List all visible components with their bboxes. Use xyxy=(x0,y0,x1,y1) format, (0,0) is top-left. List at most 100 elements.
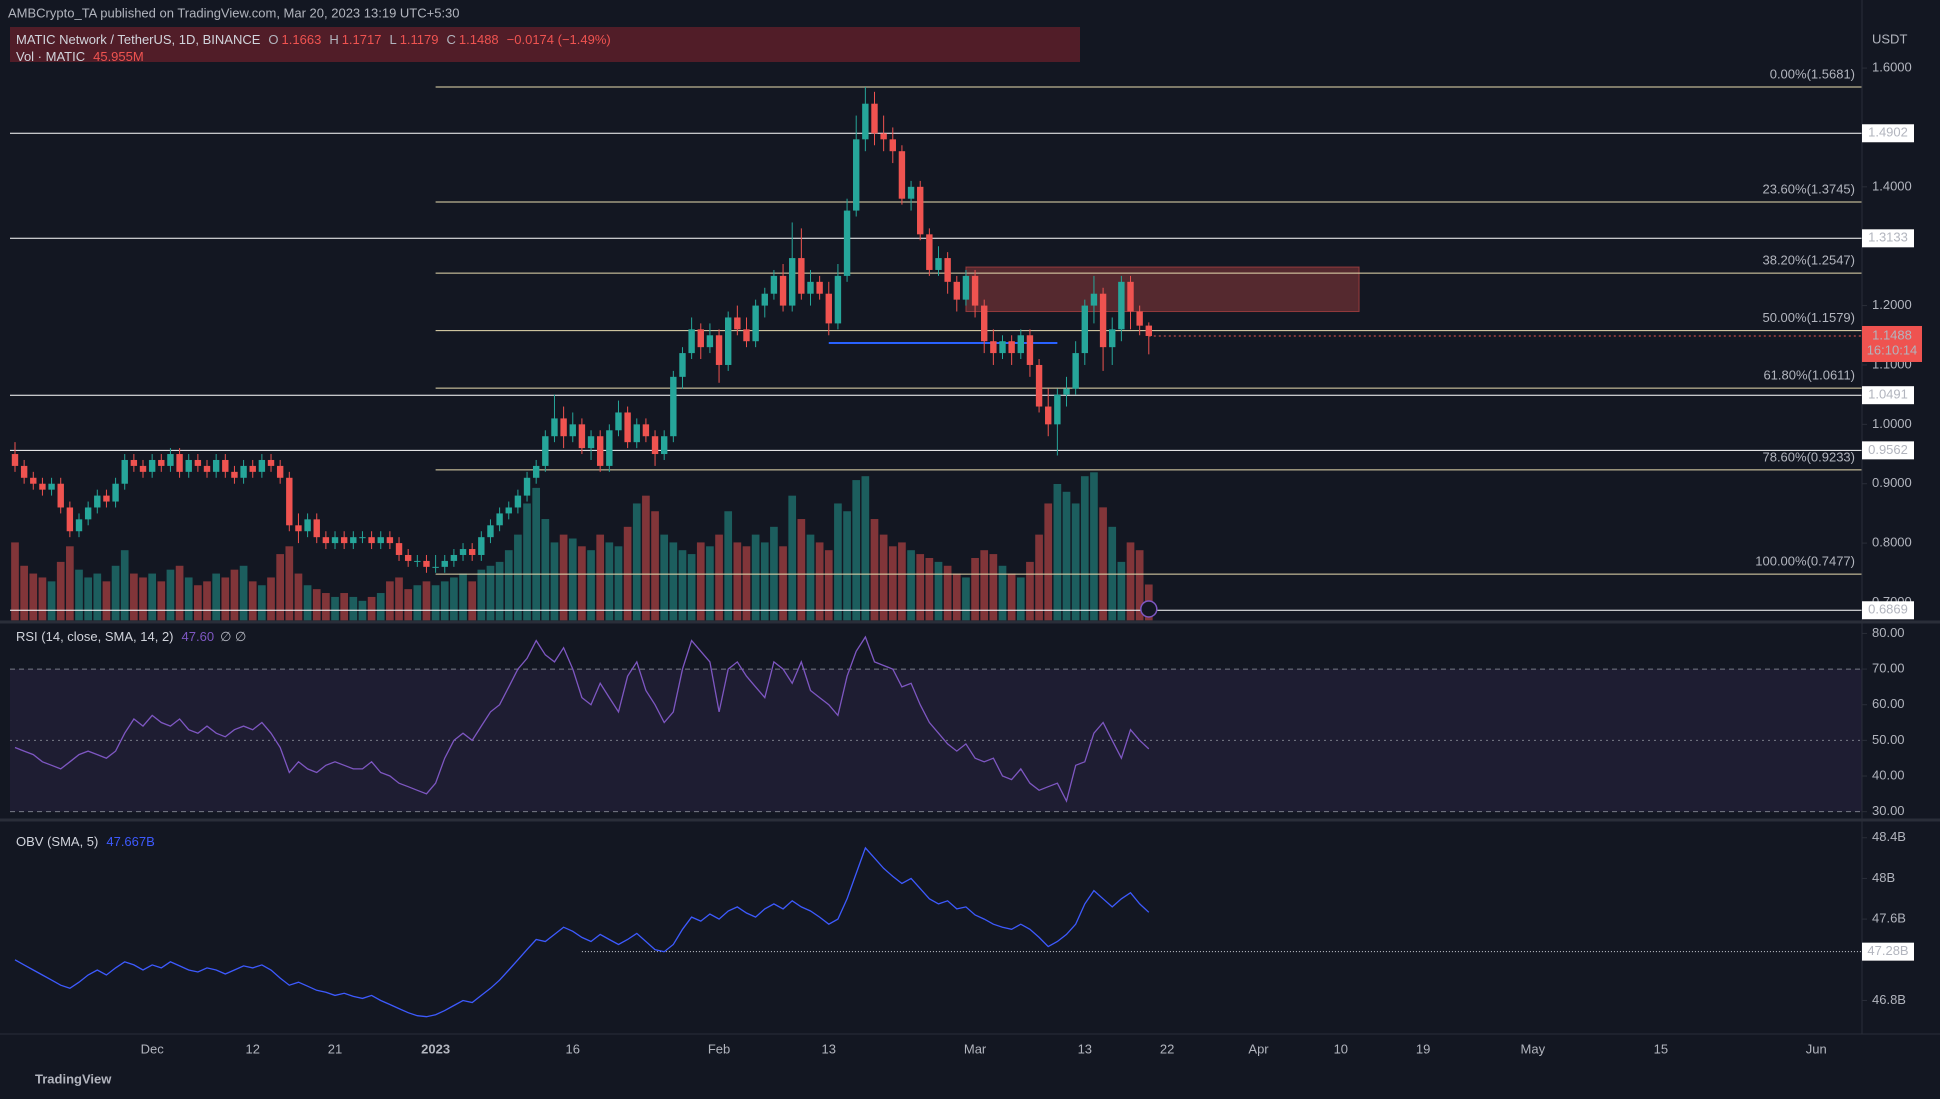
candle-body xyxy=(258,459,266,472)
volume-bar xyxy=(221,577,230,621)
volume-bar xyxy=(797,519,806,621)
candle-body xyxy=(30,477,37,484)
candle-body xyxy=(761,293,768,306)
fib-label: 50.00%(1.1579) xyxy=(1762,310,1855,325)
x-tick-label: 21 xyxy=(328,1041,342,1056)
volume-bar xyxy=(139,577,147,621)
candle-body xyxy=(249,465,256,472)
candle-body xyxy=(66,507,74,532)
volume-bar xyxy=(660,534,669,621)
volume-bar xyxy=(504,550,513,621)
volume-bar xyxy=(230,569,239,621)
last-price-box xyxy=(1862,325,1922,362)
candle-body xyxy=(715,335,723,365)
candle-body xyxy=(578,424,586,449)
volume-bar xyxy=(1035,534,1043,621)
volume-bar xyxy=(1126,542,1135,621)
volume-bar xyxy=(376,593,385,621)
x-tick-label: Dec xyxy=(141,1041,165,1056)
volume-bar xyxy=(614,546,623,621)
volume-bar xyxy=(303,585,312,621)
volume-bar xyxy=(770,526,778,621)
candle-body xyxy=(212,459,220,472)
rsi-line: RSI (14, close, SMA, 14, 2) 47.60 ∅ ∅ xyxy=(16,629,246,644)
volume-bar xyxy=(450,577,458,621)
candle-body xyxy=(1118,281,1125,330)
level-box xyxy=(1862,386,1914,405)
volume-bar xyxy=(596,534,605,621)
volume-bar xyxy=(568,538,577,621)
volume-bar xyxy=(715,534,723,621)
candle-body xyxy=(331,537,339,544)
volume-bar xyxy=(971,557,979,621)
volume-bar xyxy=(651,511,659,621)
volume-bar xyxy=(852,480,861,621)
candle-body xyxy=(779,275,787,306)
volume-bar xyxy=(632,503,641,621)
level-box xyxy=(1862,124,1914,143)
candle-body xyxy=(660,436,668,455)
rsi-tick-label: 40.00 xyxy=(1872,767,1905,782)
candle-body xyxy=(112,483,119,502)
volume-bar xyxy=(943,565,952,621)
obv-title: OBV (SMA, 5) xyxy=(16,834,98,849)
obv-line: OBV (SMA, 5) 47.667B xyxy=(16,834,155,849)
candle-body xyxy=(1008,341,1015,354)
volume-bar xyxy=(989,554,998,621)
volume-bar xyxy=(331,596,339,621)
fib-label: 38.20%(1.2547) xyxy=(1762,253,1855,268)
x-tick-label: 2023 xyxy=(421,1041,450,1056)
candle-body xyxy=(340,537,348,544)
volume-bar xyxy=(724,511,733,621)
candle-body xyxy=(103,495,110,502)
volume-bar xyxy=(898,542,906,621)
countdown: 16:10:14 xyxy=(1867,342,1918,357)
y-tick-label: 0.8000 xyxy=(1872,535,1912,550)
obv-line xyxy=(14,846,1150,1018)
candle-body xyxy=(843,210,851,276)
y-tick-label: 1.4000 xyxy=(1872,178,1912,193)
supply-zone xyxy=(965,266,1360,313)
candle-body xyxy=(514,495,522,508)
header-highlight xyxy=(10,27,1080,62)
candle-body xyxy=(734,317,741,330)
candle-body xyxy=(752,305,759,342)
volume-bar xyxy=(258,585,266,621)
candle-body xyxy=(962,275,970,300)
volume-bar xyxy=(1071,503,1080,621)
level-label: 1.3133 xyxy=(1868,230,1908,245)
volume-bar xyxy=(696,542,705,621)
volume-bar xyxy=(84,577,92,621)
volume-title: Vol · MATIC xyxy=(16,49,85,64)
volume-bar xyxy=(669,542,678,621)
candle-body xyxy=(981,305,988,342)
obv-tick-label: 46.8B xyxy=(1872,992,1906,1007)
volume-bar xyxy=(130,573,138,621)
candle-body xyxy=(11,454,19,466)
candle-body xyxy=(724,317,732,365)
volume-bar xyxy=(925,557,934,621)
rsi-extra: ∅ ∅ xyxy=(220,629,246,644)
volume-bar xyxy=(1080,476,1089,621)
candle-body xyxy=(313,519,320,538)
candle-body xyxy=(743,329,750,342)
x-tick-label: 22 xyxy=(1160,1041,1174,1056)
volume-bar xyxy=(834,503,842,621)
volume-bar xyxy=(998,565,1007,621)
last-price-label: 1.1488 xyxy=(1872,327,1912,342)
volume-bar xyxy=(916,554,925,621)
volume-bar xyxy=(431,585,440,621)
volume-bar xyxy=(175,565,184,621)
volume-bar xyxy=(111,565,120,621)
volume-bar xyxy=(468,581,477,621)
obv-level-box xyxy=(1862,942,1914,961)
volume-bar xyxy=(486,565,495,621)
candle-body xyxy=(48,483,55,490)
candle-body xyxy=(194,459,202,466)
volume-bar xyxy=(203,581,211,621)
candle-body xyxy=(1127,281,1134,312)
volume-bar xyxy=(404,589,413,621)
fib-label: 0.00%(1.5681) xyxy=(1770,66,1855,81)
x-tick-label: Feb xyxy=(708,1041,730,1056)
